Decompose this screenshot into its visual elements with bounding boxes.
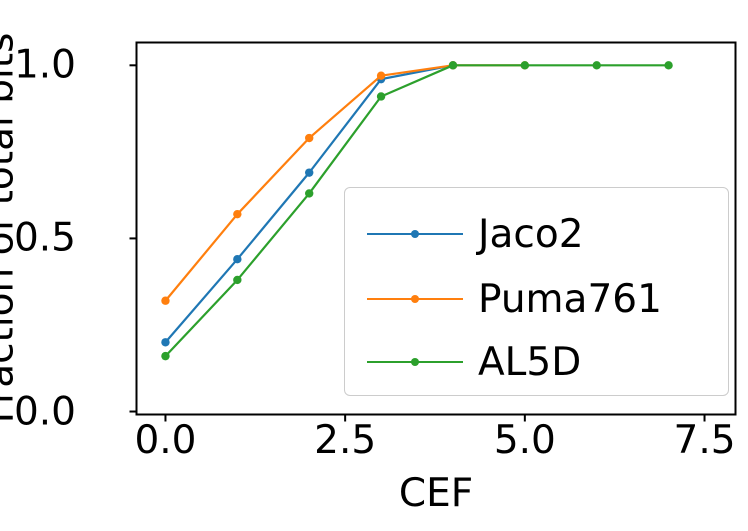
legend-label-jaco2: Jaco2 xyxy=(478,211,584,257)
data-point-marker xyxy=(592,61,601,70)
y-axis-title: Fraction of total bits xyxy=(0,0,23,424)
x-tick-label: 0.0 xyxy=(134,418,197,463)
legend-label-al5d: AL5D xyxy=(478,339,582,385)
legend-swatch-jaco2 xyxy=(367,224,463,244)
y-axis-title-text: Fraction of total bits xyxy=(0,32,23,424)
data-point-marker xyxy=(161,351,170,361)
data-point-marker xyxy=(305,189,314,198)
data-point-marker xyxy=(233,254,242,264)
y-tick-label: 0.5 xyxy=(13,215,76,261)
data-point-marker xyxy=(376,92,386,101)
legend-label-puma761: Puma761 xyxy=(478,276,662,322)
data-series-layer xyxy=(161,61,673,361)
data-point-marker xyxy=(376,71,386,80)
data-point-marker xyxy=(448,61,458,70)
data-point-marker xyxy=(664,61,673,70)
legend-marker-jaco2 xyxy=(411,230,419,238)
series-line xyxy=(164,64,670,358)
y-tick-label: 0.0 xyxy=(13,389,76,435)
legend-marker-al5d xyxy=(411,358,419,366)
data-point-marker xyxy=(233,275,242,285)
x-axis-ticks xyxy=(164,414,706,422)
legend-swatch-al5d xyxy=(367,352,463,372)
x-tick-label: 7.5 xyxy=(673,418,736,463)
series-al5d xyxy=(161,61,673,361)
data-point-marker xyxy=(305,168,314,177)
chart-legend: Jaco2 Puma761 AL5D xyxy=(344,187,729,396)
legend-swatch-puma761 xyxy=(367,289,463,309)
legend-marker-puma761 xyxy=(411,295,419,303)
y-tick-label: 1.0 xyxy=(13,42,76,88)
legend-item-jaco2: Jaco2 xyxy=(345,203,728,265)
y-axis-ticks xyxy=(129,64,137,413)
plot-frame xyxy=(135,41,737,416)
data-point-marker xyxy=(233,209,242,219)
legend-item-puma761: Puma761 xyxy=(345,268,728,330)
legend-item-al5d: AL5D xyxy=(345,331,728,393)
x-axis-title: CEF xyxy=(398,471,474,516)
data-point-marker xyxy=(305,133,314,143)
data-point-marker xyxy=(520,61,530,70)
data-point-marker xyxy=(161,296,170,305)
x-tick-label: 5.0 xyxy=(493,418,556,463)
data-point-marker xyxy=(161,338,170,347)
x-tick-label: 2.5 xyxy=(314,418,377,463)
